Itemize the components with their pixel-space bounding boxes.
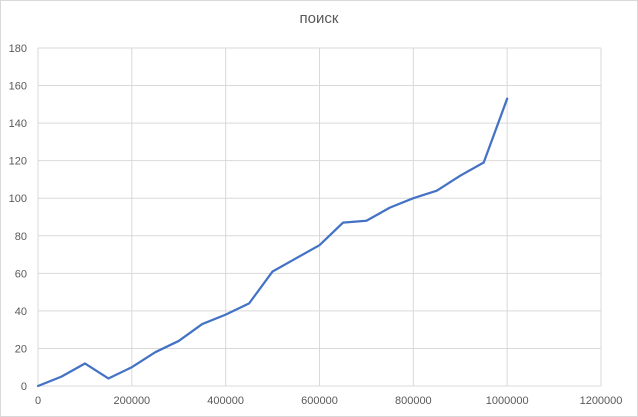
data-point — [153, 350, 157, 354]
y-tick-label: 100 — [9, 193, 27, 205]
x-tick-label: 1000000 — [486, 395, 529, 407]
data-point — [318, 243, 322, 247]
data-point — [411, 196, 415, 200]
x-tick-label: 1200000 — [580, 395, 623, 407]
data-point — [247, 301, 251, 305]
y-tick-label: 20 — [15, 343, 27, 355]
data-point — [505, 97, 509, 101]
gridlines — [37, 47, 602, 387]
data-point — [435, 189, 439, 193]
data-point — [341, 221, 345, 225]
data-point — [482, 161, 486, 165]
data-point — [106, 376, 110, 380]
data-point — [130, 365, 134, 369]
data-point — [177, 339, 181, 343]
series-line — [36, 97, 509, 388]
data-point — [59, 375, 63, 379]
y-axis-ticks: 0 20 40 60 80 100 120 140 160 180 — [9, 43, 27, 393]
y-tick-label: 160 — [9, 81, 27, 93]
y-tick-label: 60 — [15, 268, 27, 280]
data-point — [83, 361, 87, 365]
data-point — [364, 219, 368, 223]
y-tick-label: 120 — [9, 156, 27, 168]
chart-title: поиск — [299, 10, 339, 27]
data-point — [458, 174, 462, 178]
x-tick-label: 600000 — [301, 395, 338, 407]
x-tick-label: 200000 — [113, 395, 150, 407]
series-lines — [36, 97, 509, 388]
y-tick-label: 0 — [21, 381, 27, 393]
data-point — [224, 313, 228, 317]
y-tick-label: 180 — [9, 43, 27, 55]
x-tick-label: 400000 — [207, 395, 244, 407]
data-point — [294, 256, 298, 260]
data-point — [388, 206, 392, 210]
y-tick-label: 40 — [15, 306, 27, 318]
y-tick-label: 140 — [9, 118, 27, 130]
data-point — [36, 384, 40, 388]
x-axis-ticks: 0 200000 400000 600000 800000 1000000 1200000 — [35, 395, 622, 407]
x-tick-label: 0 — [35, 395, 41, 407]
y-tick-label: 80 — [15, 231, 27, 243]
data-point — [271, 269, 275, 273]
data-point — [200, 322, 204, 326]
x-tick-label: 800000 — [395, 395, 432, 407]
